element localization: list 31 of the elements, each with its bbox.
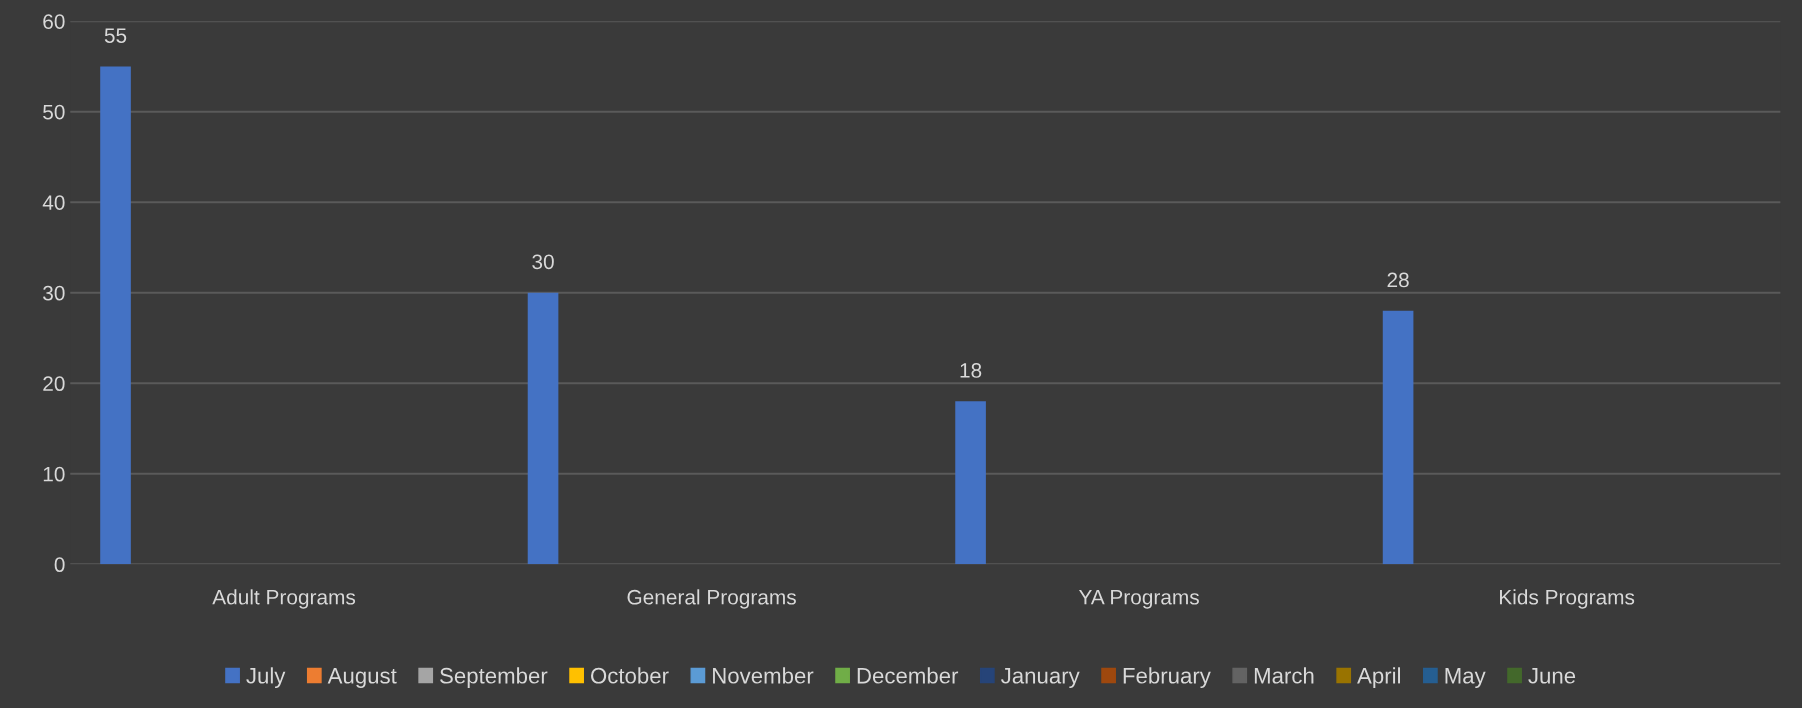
legend-label: December bbox=[857, 667, 959, 684]
legend-label: April bbox=[1357, 667, 1401, 688]
legend-label: September bbox=[440, 667, 548, 688]
legend-label: May bbox=[1445, 668, 1486, 688]
legend-label: January bbox=[1001, 668, 1080, 688]
bar bbox=[100, 66, 131, 565]
x-tick-label: Adult Programs bbox=[212, 589, 356, 609]
bar bbox=[1382, 310, 1414, 565]
data-label: 28 bbox=[1387, 272, 1409, 288]
bar bbox=[527, 292, 559, 565]
data-label: 18 bbox=[960, 363, 982, 378]
x-tick-label: YA Programs bbox=[1078, 590, 1199, 609]
y-tick-label: 10 bbox=[43, 466, 65, 482]
legend-label: June bbox=[1528, 668, 1576, 684]
legend-label: July bbox=[246, 667, 286, 688]
legend-label: February bbox=[1123, 667, 1211, 688]
y-tick-label: 60 bbox=[43, 14, 65, 29]
y-tick-label: 40 bbox=[42, 195, 65, 211]
legend-label: October bbox=[591, 667, 669, 684]
y-tick-label: 50 bbox=[43, 104, 65, 120]
legend-label: March bbox=[1254, 667, 1314, 684]
y-tick-label: 0 bbox=[54, 557, 65, 573]
legend-label: August bbox=[327, 668, 397, 688]
bar bbox=[955, 401, 986, 565]
y-tick-label: 20 bbox=[43, 376, 65, 392]
x-tick-label: General Programs bbox=[627, 589, 796, 609]
x-tick-label: Kids Programs bbox=[1500, 589, 1635, 609]
data-label: 30 bbox=[532, 254, 554, 270]
y-tick-label: 30 bbox=[43, 285, 65, 301]
data-label: 55 bbox=[104, 28, 127, 43]
legend-label: November bbox=[713, 667, 814, 684]
